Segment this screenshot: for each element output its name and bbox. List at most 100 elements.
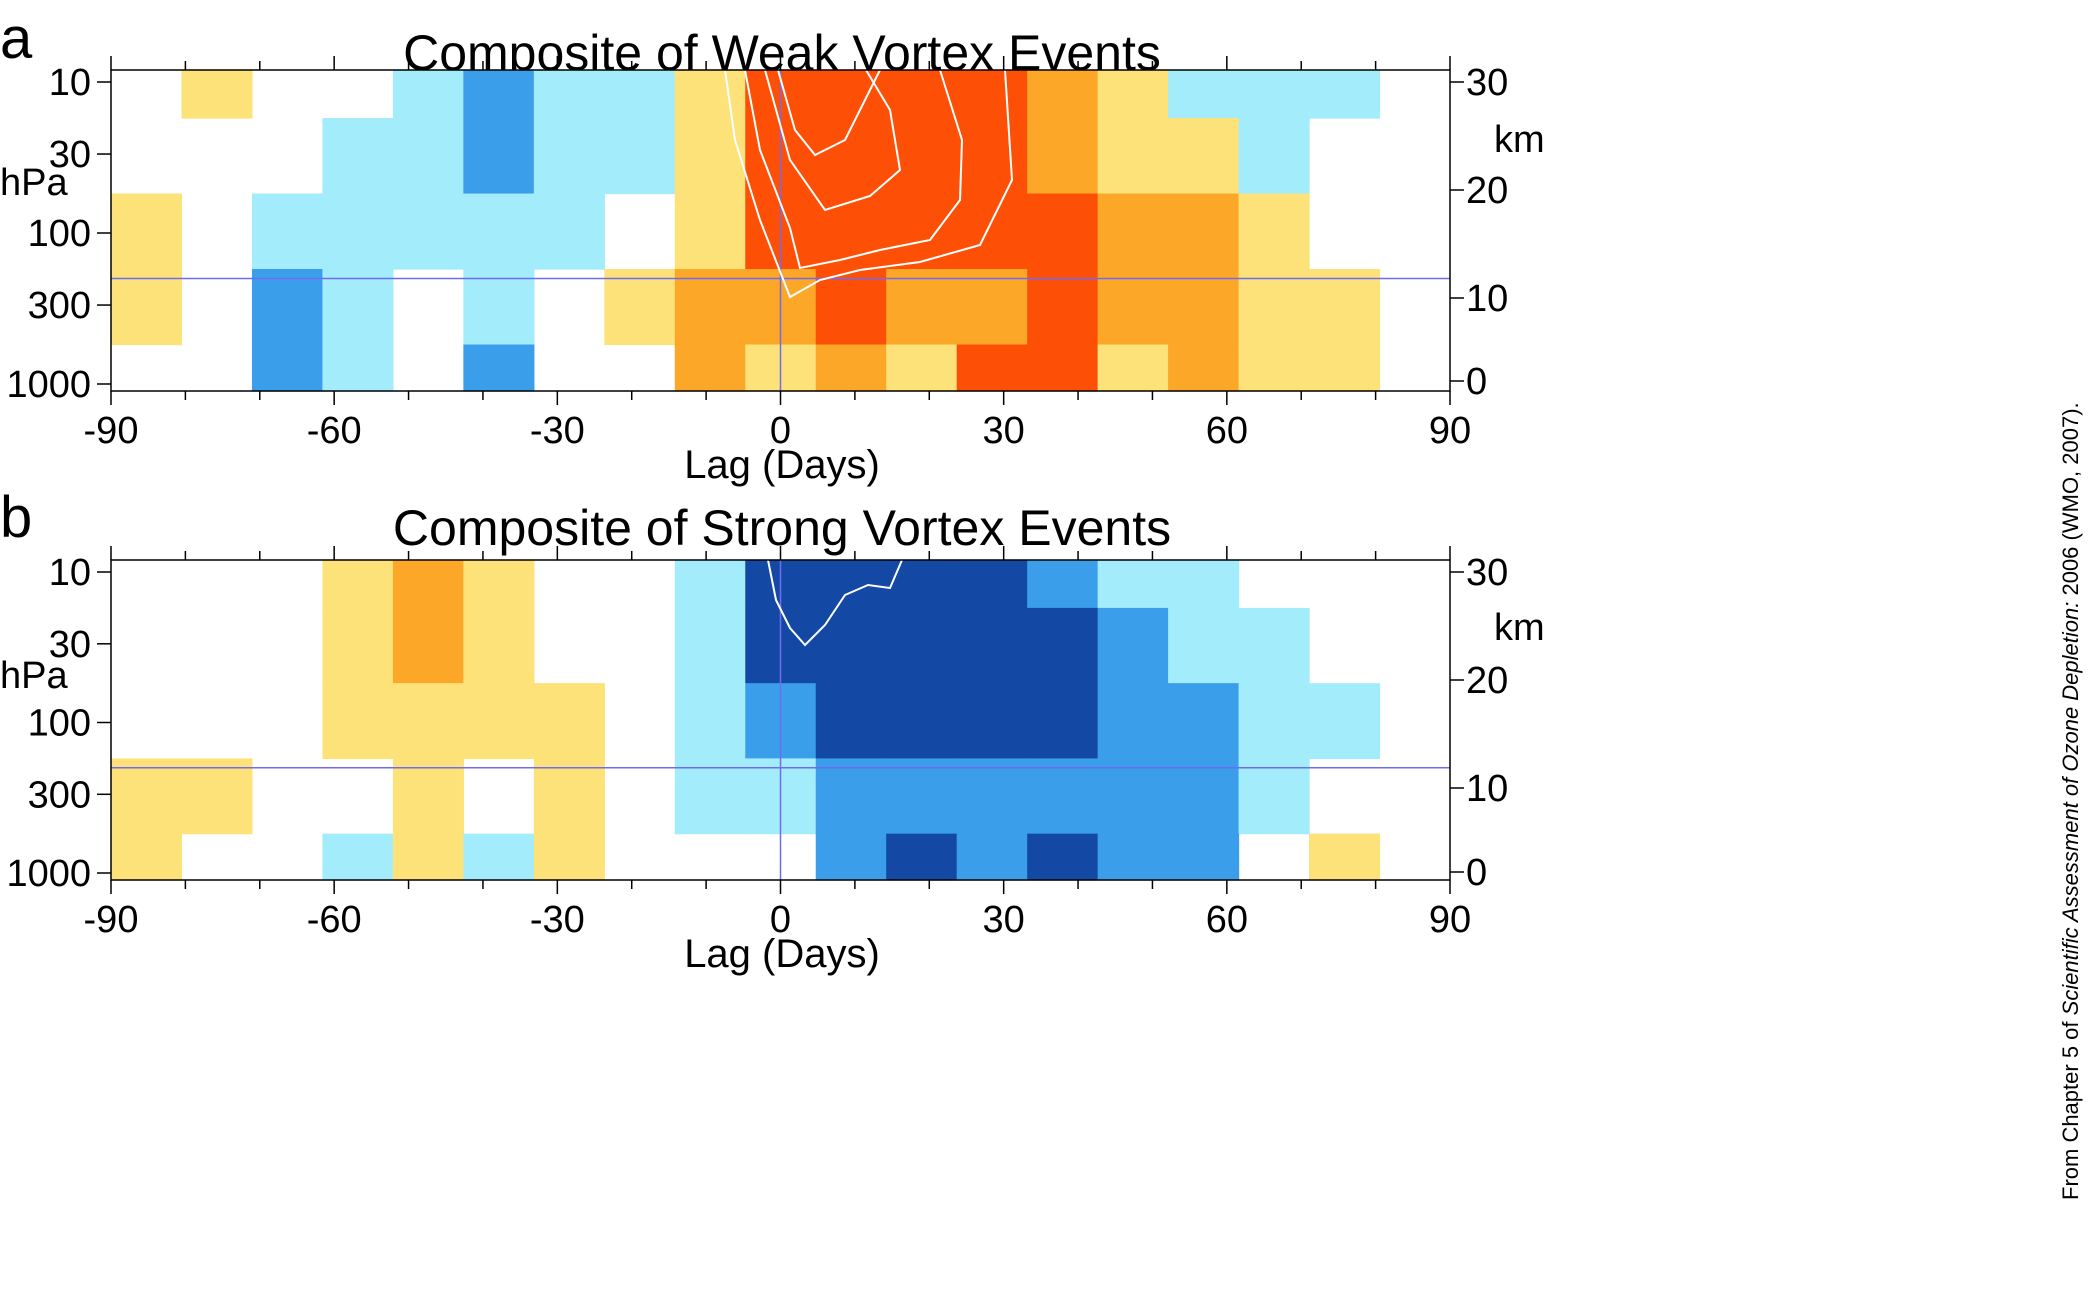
panel-b-x-ticks: -90 -60 -30 0 30 60 90 [84,546,1471,941]
heatmap-cell [674,193,746,270]
y-tick-label: 300 [28,285,91,327]
heatmap-cell [815,683,887,760]
heatmap-cell [1309,269,1381,346]
x-tick-label: -30 [530,410,585,452]
credit-prefix: From Chapter 5 of [2058,1015,2083,1200]
panel-b-title: Composite of Strong Vortex Events [393,500,1171,556]
heatmap-cell [392,560,464,609]
y2-tick-label: 20 [1466,170,1508,212]
heatmap-cell [322,269,394,346]
heatmap-cell [674,344,746,392]
heatmap-cell [463,683,535,760]
heatmap-cell [956,683,1028,760]
heatmap-cell [956,560,1028,609]
heatmap-cell [251,344,324,392]
heatmap-cell [1309,344,1381,392]
heatmap-cell [1238,70,1310,119]
heatmap-cell [1168,118,1240,195]
y-tick-label: 30 [49,134,91,176]
panel-a: a Composite of Weak Vortex Events -90 -60… [0,6,1545,487]
heatmap-cell [181,70,253,119]
heatmap-cell [533,758,605,835]
heatmap-cell [956,833,1028,881]
y-tick-label: 100 [28,703,91,745]
heatmap-cell [1097,118,1169,195]
panel-b-letter: b [0,485,32,550]
heatmap-cell [1097,607,1169,684]
panel-b-y2label: km [1494,607,1545,649]
y2-tick-label: 30 [1466,552,1508,594]
heatmap-cell [1027,607,1099,684]
heatmap-cell [463,193,535,270]
heatmap-cell [1168,833,1240,881]
heatmap-cell [1027,193,1099,270]
heatmap-cell [886,683,958,760]
heatmap-cell [1168,758,1240,835]
heatmap-cell [674,758,746,835]
heatmap-cell [251,193,324,270]
heatmap-cell [463,70,535,119]
panel-a-heatmap [111,70,1381,392]
x-tick-label: 30 [983,410,1025,452]
y-tick-label: 1000 [6,853,91,895]
heatmap-cell [1238,683,1310,760]
heatmap-cell [111,193,183,270]
heatmap-cell [815,118,887,195]
heatmap-cell [815,344,887,392]
heatmap-cell [322,560,394,609]
heatmap-cell [886,560,958,609]
heatmap-cell [1168,344,1240,392]
heatmap-cell [1097,193,1169,270]
heatmap-cell [322,607,394,684]
x-tick-label: 60 [1206,410,1248,452]
heatmap-cell [1238,607,1310,684]
heatmap-cell [463,560,535,609]
heatmap-cell [886,70,958,119]
heatmap-cell [815,607,887,684]
heatmap-cell [392,683,464,760]
panel-b-xlabel: Lag (Days) [684,932,880,976]
heatmap-cell [886,758,958,835]
heatmap-cell [1168,193,1240,270]
x-tick-label: 0 [770,899,791,941]
panel-b-heatmap [111,560,1381,881]
x-tick-label: 60 [1206,899,1248,941]
heatmap-cell [1168,683,1240,760]
heatmap-cell [533,833,605,881]
contour-line [764,69,902,212]
heatmap-cell [322,118,394,195]
panel-a-y-ticks: 10 30 100 300 1000 [6,62,111,406]
y2-tick-label: 20 [1466,660,1508,702]
y2-tick-label: 10 [1466,768,1508,810]
source-credit: From Chapter 5 of Scientific Assessment … [2058,402,2084,1200]
heatmap-cell [322,833,394,881]
y-tick-label: 10 [49,552,91,594]
heatmap-cell [674,607,746,684]
panel-a-contours [724,69,1014,299]
heatmap-cell [1309,833,1381,881]
heatmap-cell [463,118,535,195]
heatmap-cell [674,560,746,609]
heatmap-cell [111,269,183,346]
heatmap-cell [956,70,1028,119]
heatmap-cell [1097,344,1169,392]
heatmap-cell [604,118,676,195]
heatmap-cell [815,833,887,881]
x-tick-label: 30 [983,899,1025,941]
heatmap-cell [1027,560,1099,609]
contour-line [724,69,1014,299]
heatmap-cell [604,269,676,346]
heatmap-cell [1168,70,1240,119]
x-tick-label: 90 [1429,899,1471,941]
heatmap-cell [674,269,746,346]
heatmap-cell [956,758,1028,835]
heatmap-cell [886,269,958,346]
heatmap-cell [533,683,605,760]
heatmap-cell [674,118,746,195]
heatmap-cell [392,833,464,881]
heatmap-cell [1027,269,1099,346]
heatmap-cell [886,833,958,881]
panel-b-contours [767,559,903,647]
heatmap-cell [463,833,535,881]
